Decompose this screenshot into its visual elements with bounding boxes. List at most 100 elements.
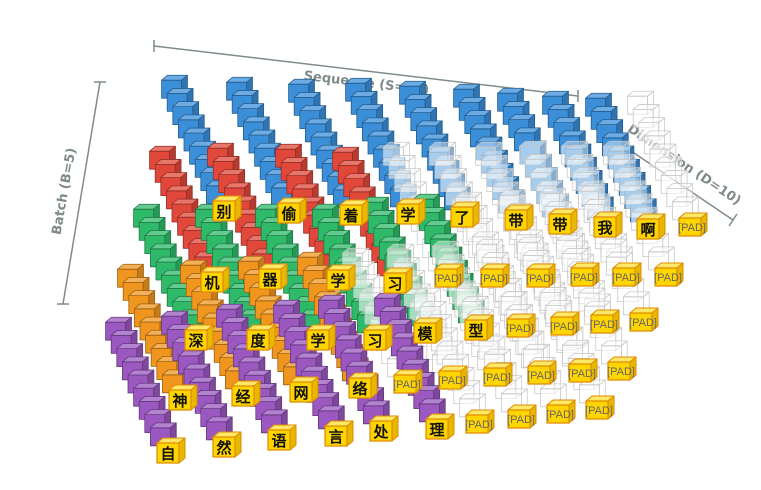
token-label: 自: [160, 445, 175, 463]
token-front: [585, 400, 609, 420]
pad-token-label: [PAD]: [434, 273, 462, 285]
pad-token-label: [PAD]: [480, 273, 508, 285]
token-front: [413, 322, 437, 344]
token-front: [369, 420, 393, 442]
token-label: 器: [261, 271, 278, 289]
pad-token: [PAD]: [590, 309, 620, 334]
pad-token-label: [PAD]: [612, 272, 640, 284]
token-front: [464, 319, 488, 341]
token-label: 了: [454, 209, 469, 227]
token-front: [184, 329, 208, 351]
pad-token-label: [PAD]: [629, 317, 657, 329]
token-front: [425, 418, 449, 440]
token-side: [526, 204, 534, 231]
token-label: 学: [400, 206, 415, 224]
token-label: 神: [172, 392, 187, 410]
token-front: [465, 414, 489, 434]
pad-token-label: [PAD]: [546, 409, 574, 421]
pad-token: [PAD]: [654, 262, 684, 287]
pad-token: [PAD]: [465, 409, 495, 434]
token-front: [629, 312, 653, 332]
token: 自: [156, 437, 186, 464]
token-side: [570, 208, 578, 235]
pad-token: [PAD]: [678, 212, 708, 237]
token: 机: [200, 266, 230, 293]
token-label: 理: [429, 421, 444, 439]
pad-token: [PAD]: [568, 358, 598, 383]
pad-token-label: [PAD]: [550, 321, 578, 333]
token-front: [612, 267, 636, 287]
pad-token: [PAD]: [393, 369, 423, 394]
embedding-cube: [556, 234, 583, 259]
pad-token-label: [PAD]: [507, 414, 535, 426]
token-side: [361, 199, 369, 226]
token-front: [324, 425, 348, 447]
token-front: [636, 218, 660, 240]
token: 了: [450, 201, 480, 228]
token-front: [393, 374, 417, 394]
pad-token: [PAD]: [629, 307, 659, 332]
token-side: [447, 413, 455, 440]
token: 度: [246, 324, 276, 351]
pad-token: [PAD]: [612, 262, 642, 287]
token-side: [418, 198, 426, 225]
token-label: 言: [328, 428, 343, 446]
token-label: 习: [387, 275, 402, 293]
token-side: [234, 431, 242, 458]
token-front: [483, 367, 507, 387]
token-label: 深: [188, 332, 203, 350]
pad-token-label: [PAD]: [568, 368, 596, 380]
token: 习: [383, 267, 413, 294]
token-side: [348, 264, 356, 291]
token-label: 着: [342, 207, 358, 225]
token-front: [678, 217, 702, 237]
token-front: [267, 429, 291, 451]
token-front: [507, 409, 531, 429]
pad-token: [PAD]: [550, 311, 580, 336]
pad-token-label: [PAD]: [526, 273, 554, 285]
token-side: [391, 415, 399, 442]
token-label: 别: [215, 203, 231, 221]
cube-grid: [105, 74, 699, 447]
batch-axis-label: Batch (B=5): [50, 147, 80, 236]
pad-token-label: [PAD]: [585, 405, 613, 417]
token-front: [348, 377, 372, 399]
token-front: [480, 268, 504, 288]
token-front: [339, 204, 363, 226]
batch-axis: Batch (B=5): [50, 81, 106, 305]
token-layer: 别偷着学了带带我啊 [PAD]机器学习 [PAD] [PAD] [PAD] [PAD] [P…: [156, 195, 708, 464]
pad-token-label: [PAD]: [654, 272, 682, 284]
token-side: [472, 201, 480, 228]
batch-row-5: [105, 273, 606, 447]
token-label: 学: [310, 332, 325, 350]
token: 神: [168, 384, 198, 411]
token-front: [383, 272, 407, 294]
token-side: [370, 372, 378, 399]
pad-token-label: [PAD]: [506, 323, 534, 335]
token-front: [568, 363, 592, 383]
token: 学: [396, 198, 426, 225]
token-label: 语: [271, 432, 286, 450]
token-front: [200, 271, 224, 293]
token-front: [548, 213, 572, 235]
token: 带: [504, 204, 534, 231]
token-front: [438, 370, 462, 390]
token-front: [156, 442, 180, 464]
token-front: [258, 268, 282, 290]
token: 学: [326, 264, 356, 291]
pad-token: [PAD]: [585, 395, 615, 420]
token-front: [593, 216, 617, 238]
token-front: [396, 203, 420, 225]
pad-token-label: [PAD]: [483, 372, 511, 384]
token-label: 络: [352, 380, 367, 398]
token: 处: [369, 415, 399, 442]
token: 着: [339, 199, 369, 226]
token-front: [306, 329, 330, 351]
token-label: 处: [372, 423, 389, 441]
token-side: [234, 195, 242, 222]
pad-token-label: [PAD]: [527, 370, 555, 382]
token-label: 啊: [640, 221, 655, 239]
token-side: [178, 437, 186, 464]
token-label: 模: [417, 325, 433, 343]
token-front: [231, 385, 255, 407]
